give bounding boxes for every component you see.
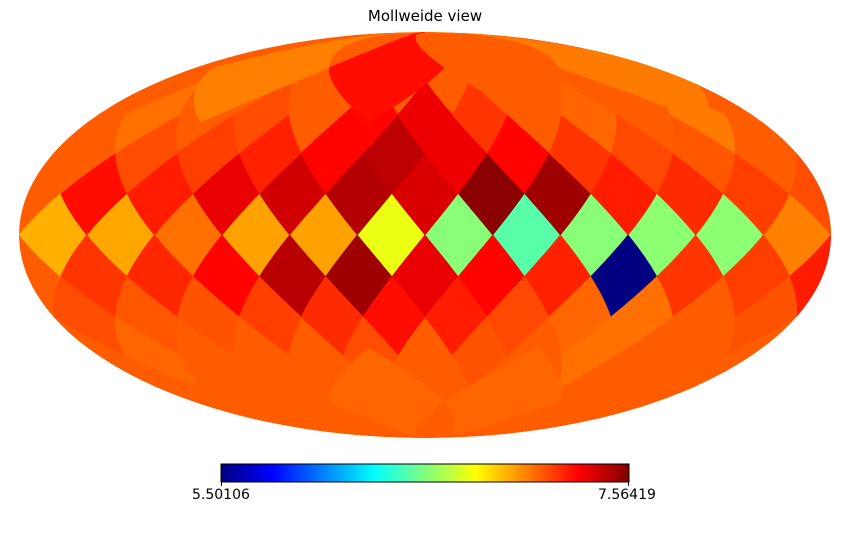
colorbar-min-label: 5.50106 xyxy=(192,487,250,503)
map-cell xyxy=(397,79,453,154)
map-cell xyxy=(424,347,709,438)
map-cell xyxy=(451,79,508,154)
healpix-cells xyxy=(19,32,831,438)
map-cell xyxy=(555,79,617,154)
chart-title: Mollweide view xyxy=(367,7,483,25)
map-cell xyxy=(115,79,207,154)
colorbar-max-label: 7.56419 xyxy=(598,487,656,503)
map-cell xyxy=(328,347,445,438)
map-cell xyxy=(193,32,426,123)
sky-map xyxy=(19,32,831,438)
map-cell xyxy=(328,32,445,123)
map-cell xyxy=(193,347,426,438)
map-cell xyxy=(424,32,563,123)
map-cell xyxy=(233,79,295,154)
map-cell xyxy=(424,347,563,438)
colorbar xyxy=(220,463,630,483)
map-cell xyxy=(424,32,709,123)
